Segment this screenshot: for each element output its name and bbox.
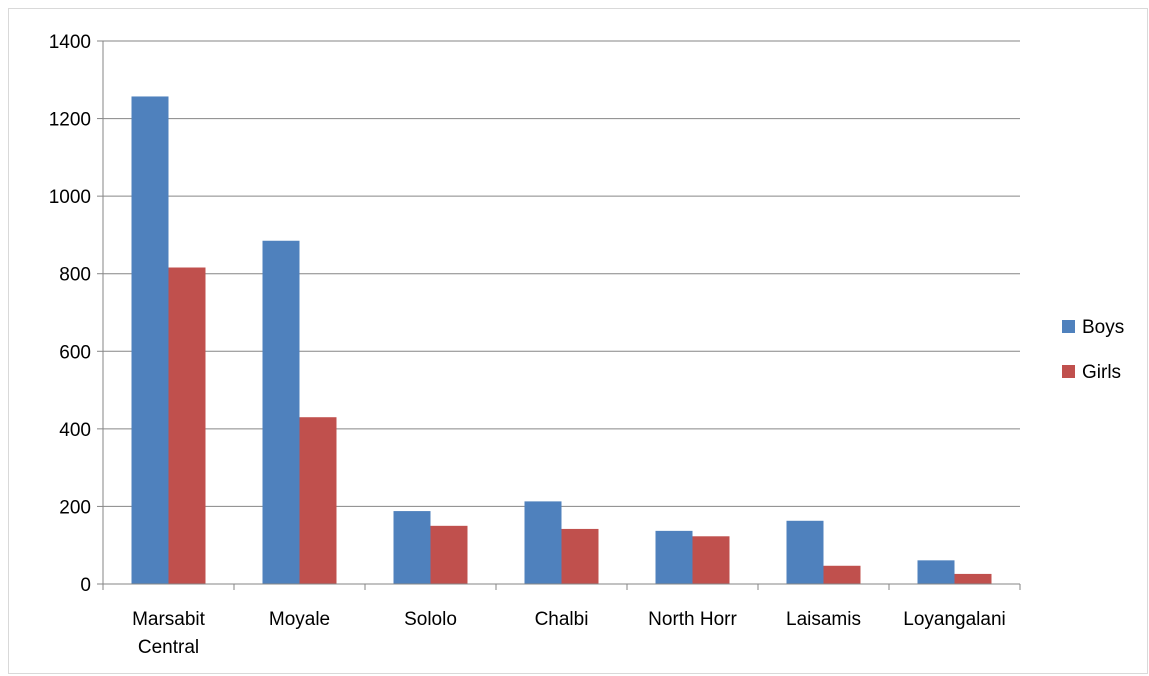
y-tick-label: 0 [80,575,91,596]
x-tick-label: Laisamis [786,609,861,630]
legend-swatch-boys [1062,320,1075,333]
x-tick-label: Moyale [269,609,330,630]
y-tick-label: 800 [59,265,91,286]
gridlines [103,40,1020,507]
bar-girls [299,417,337,584]
legend: Boys Girls [1062,317,1124,383]
bar-boys [524,501,562,584]
bar-girls [692,536,730,584]
x-tick-label: Central [138,637,199,658]
legend-label-girls: Girls [1082,362,1121,383]
bar-girls [823,565,861,584]
x-tick-label: Marsabit [132,609,206,630]
y-tick-label: 1200 [49,110,91,131]
bar-boys [262,240,300,584]
bar-boys [131,96,169,585]
x-tick-label: Sololo [404,609,457,630]
bar-boys [393,511,431,584]
axis-labels: 0 200 400 600 800 1000 1200 1400 Marsabit Central… [49,32,1006,658]
axes [97,40,1021,590]
bar-girls [561,528,599,584]
bars [131,96,992,585]
bar-boys [917,560,955,584]
y-tick-label: 1400 [49,32,91,53]
bar-girls [168,267,206,584]
x-tick-label: Chalbi [535,609,589,630]
y-tick-label: 400 [59,420,91,441]
x-tick-label: North Horr [648,609,737,630]
legend-swatch-girls [1062,365,1075,378]
bar-boys [786,520,824,584]
bar-girls [430,525,468,584]
bar-boys [655,530,693,584]
legend-label-boys: Boys [1082,317,1124,338]
y-tick-label: 600 [59,342,91,363]
y-tick-label: 1000 [49,187,91,208]
x-tick-label: Loyangalani [903,609,1005,630]
y-tick-label: 200 [59,497,91,518]
bar-girls [954,573,992,584]
